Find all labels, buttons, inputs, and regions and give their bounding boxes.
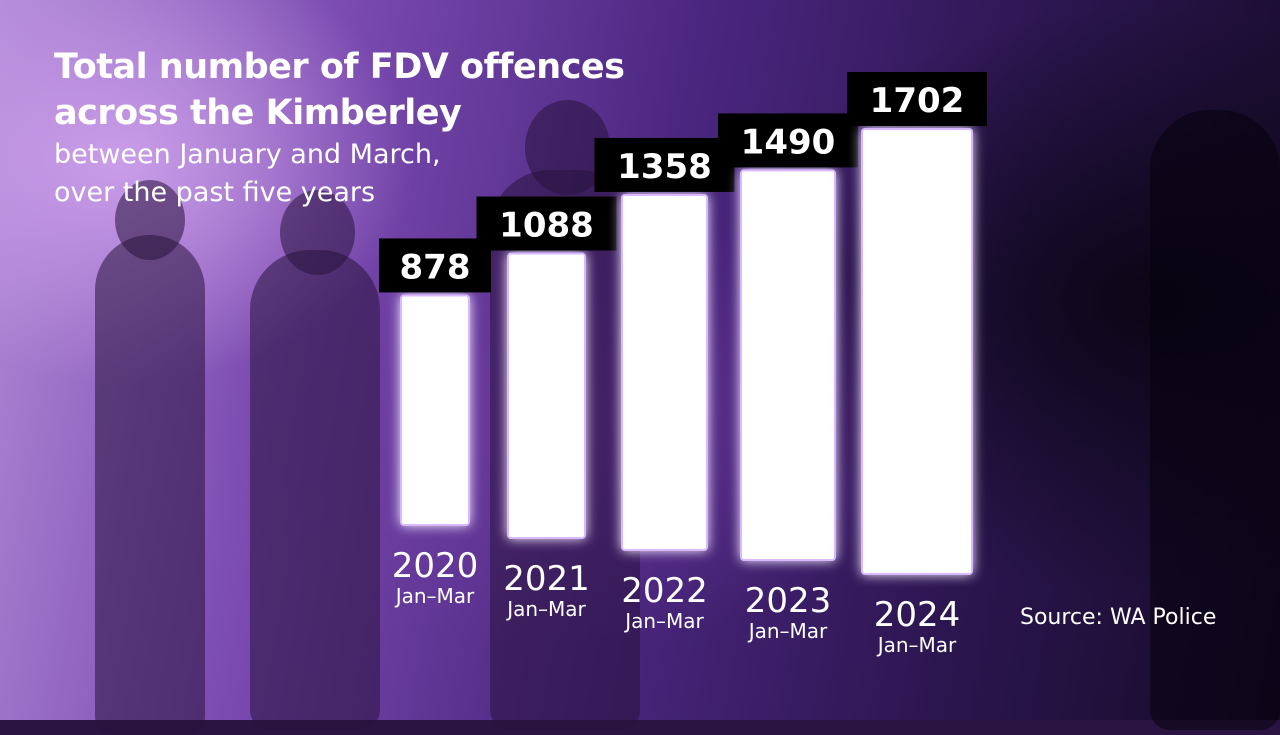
value-label-box-2022 [594,137,735,192]
category-label-2021: 2021 [503,559,590,599]
bar-chart: 8782020Jan–Mar10882021Jan–Mar13582022Jan… [379,72,987,657]
period-label-2021: Jan–Mar [505,597,586,621]
value-label-2022: 1358 [617,147,712,187]
chart-subtitle-line-2: over the past five years [54,177,376,208]
silhouette-head [280,190,355,275]
period-label-2020: Jan–Mar [394,584,475,608]
bar-2023 [740,169,836,562]
category-label-2024: 2024 [874,595,961,635]
bar-2022 [621,193,708,551]
period-label-2022: Jan–Mar [623,609,704,633]
period-label-2023: Jan–Mar [747,619,828,643]
category-label-2022: 2022 [621,571,708,611]
value-label-2024: 1702 [870,81,965,121]
value-label-box-2021 [476,196,617,251]
value-label-2023: 1490 [741,122,836,162]
chart-title-line-1: Total number of FDV offences [54,47,625,87]
value-label-box-2020 [379,238,491,293]
bar-2021 [507,252,586,539]
silhouette-figure [1150,110,1280,730]
period-label-2024: Jan–Mar [876,633,957,657]
category-label-2020: 2020 [392,546,479,586]
value-label-2020: 878 [400,247,471,287]
chart-title-block: Total number of FDV offences across the … [54,44,625,212]
value-label-2021: 1088 [499,206,594,246]
value-label-box-2024 [847,72,987,126]
silhouette-figure [250,250,380,730]
category-label-2023: 2023 [745,581,832,621]
silhouette-figure [95,235,205,735]
source-note: Source: WA Police [1020,605,1217,630]
chart-subtitle-line-1: between January and March, [54,139,441,170]
bar-2020 [400,294,470,526]
value-label-box-2023 [718,113,858,168]
chart-title-line-2: across the Kimberley [54,93,462,133]
bar-2024 [861,128,973,575]
silhouette-head [115,180,185,260]
